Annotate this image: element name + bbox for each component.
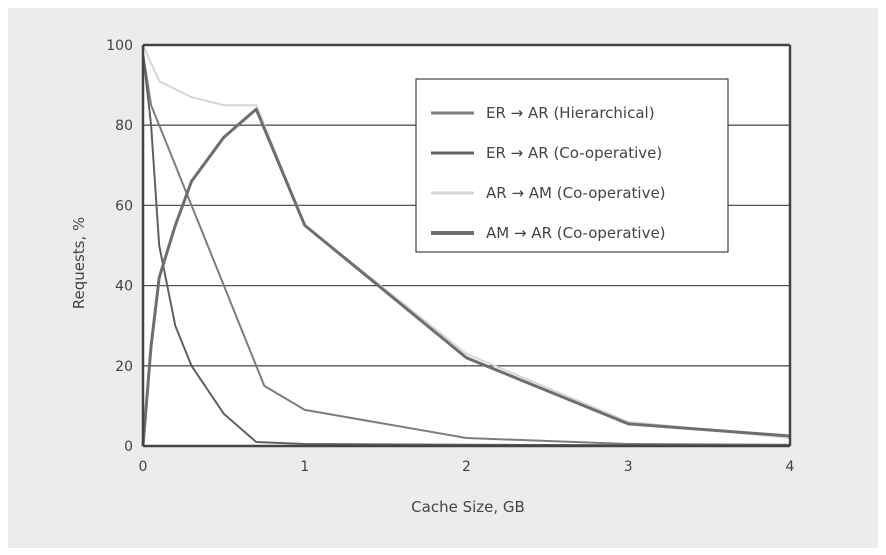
series-line-4 — [141, 107, 791, 447]
legend-box — [415, 78, 729, 253]
legend-label-1: ER → AR (Hierarchical) — [486, 104, 655, 122]
y-tick-label-60: 60 — [115, 198, 133, 214]
y-axis-title: Requests, % — [70, 217, 88, 310]
series-line-1 — [142, 52, 791, 446]
legend-label-2: ER → AR (Co-operative) — [486, 144, 662, 162]
axes — [141, 43, 792, 448]
x-tick-label-0: 0 — [139, 459, 148, 475]
x-axis-title: Cache Size, GB — [411, 498, 525, 516]
series-line-3 — [142, 44, 791, 439]
chart-figure: 0 1 2 3 4 0 20 40 60 80 100 Cache Size, GB Request… — [8, 8, 878, 548]
y-tick-label-20: 20 — [115, 359, 133, 375]
y-tick-label-40: 40 — [115, 279, 133, 295]
x-tick-label-1: 1 — [300, 459, 309, 475]
y-tick-label-0: 0 — [124, 439, 133, 455]
legend-label-4: AM → AR (Co-operative) — [486, 224, 666, 242]
x-tick-label-3: 3 — [624, 459, 633, 475]
legend: ER → AR (Hierarchical) ER → AR (Co-operat… — [415, 78, 729, 253]
legend-label-3: AR → AM (Co-operative) — [486, 184, 666, 202]
x-tick-label-4: 4 — [786, 459, 795, 475]
y-tick-label-80: 80 — [115, 118, 133, 134]
y-tick-label-100: 100 — [106, 38, 133, 54]
x-tick-label-2: 2 — [462, 459, 471, 475]
